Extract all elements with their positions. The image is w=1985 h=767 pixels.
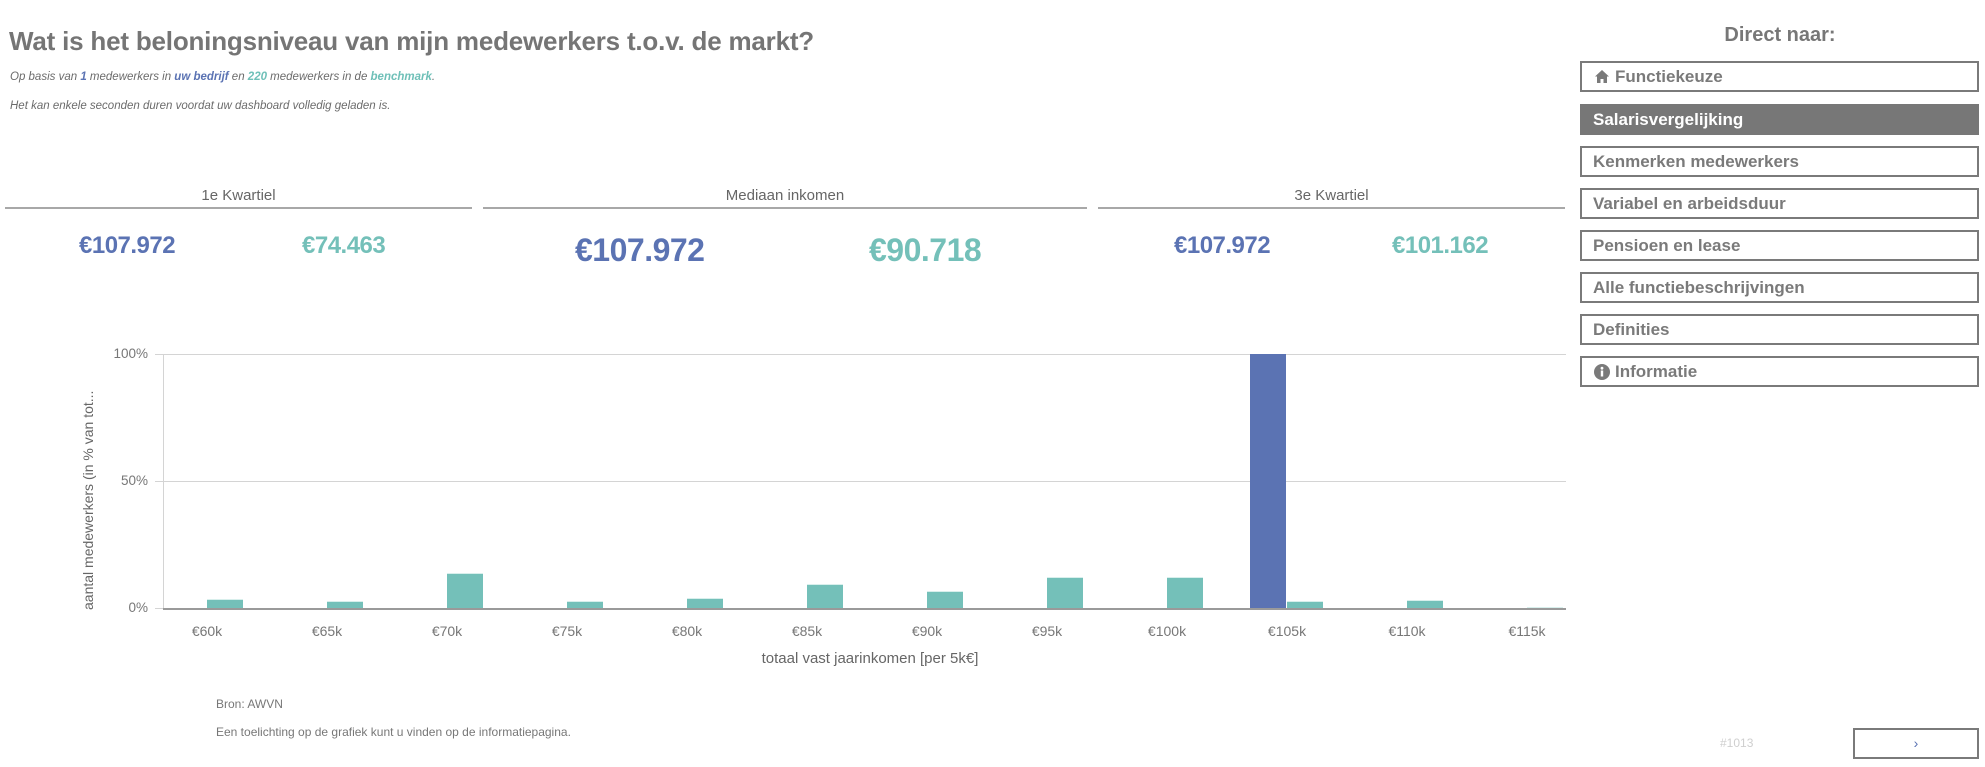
nav-title: Direct naar:	[1724, 24, 1836, 46]
kpi-company-value: €107.972	[575, 232, 705, 268]
company-count: 1	[80, 71, 87, 83]
nav-item-variabel-en-arbeidsduur[interactable]: Variabel en arbeidsduur	[1580, 188, 1979, 219]
benchmark-bar[interactable]	[1167, 577, 1203, 609]
kpi-label: 1e Kwartiel	[201, 187, 276, 204]
source-note: Bron: AWVN	[216, 697, 283, 711]
y-tick-label: 0%	[128, 600, 148, 615]
nav-item-label: Kenmerken medewerkers	[1593, 152, 1800, 171]
kpi-third-quartile: 3e Kwartiel €107.972 €101.162	[1098, 186, 1565, 259]
gridline-100	[163, 354, 1566, 355]
kpi-benchmark-value: €90.718	[869, 232, 982, 268]
nav-item-functiekeuze[interactable]: Functiekeuze	[1580, 61, 1979, 92]
x-axis-label: totaal vast jaarinkomen [per 5k€]	[761, 650, 979, 667]
benchmark-bar[interactable]	[927, 591, 963, 609]
benchmark-bar[interactable]	[567, 601, 603, 609]
x-tick-label: €65k	[311, 623, 343, 639]
info-icon	[1593, 363, 1610, 380]
page-id: #1013	[1720, 736, 1754, 750]
benchmark-bar[interactable]	[687, 597, 723, 609]
summary-text: medewerkers in	[86, 71, 175, 83]
y-axis-label: aantal medewerkers (in % van tot...	[80, 390, 96, 610]
x-tick-label: €95k	[1031, 623, 1063, 639]
x-axis-line	[163, 608, 1566, 610]
summary-text: en	[228, 71, 248, 83]
nav-item-label: Informatie	[1615, 362, 1698, 381]
summary-text: Op basis van	[10, 71, 81, 83]
kpi-median: Mediaan inkomen €107.972 €90.718	[483, 186, 1087, 268]
x-tick-label: €90k	[911, 623, 943, 639]
kpi-first-quartile: 1e Kwartiel €107.972 €74.463	[5, 186, 472, 259]
x-tick-label: €80k	[671, 623, 703, 639]
kpi-label: 3e Kwartiel	[1294, 187, 1369, 204]
home-icon	[1593, 68, 1610, 85]
chevron-right-icon: ›	[1913, 735, 1919, 751]
kpi-company-value: €107.972	[79, 232, 176, 259]
salary-distribution-chart: aantal medewerkers (in % van tot... 100%…	[0, 340, 1580, 670]
x-tick-label: €70k	[431, 623, 463, 639]
divider	[483, 207, 1087, 209]
gridline-50	[163, 481, 1566, 482]
company-label: uw bedrijf	[174, 71, 229, 83]
nav-item-label: Alle functiebeschrijvingen	[1593, 278, 1805, 297]
nav-item-kenmerken-medewerkers[interactable]: Kenmerken medewerkers	[1580, 146, 1979, 177]
loading-note: Het kan enkele seconden duren voordat uw…	[10, 100, 391, 112]
nav-item-label: Variabel en arbeidsduur	[1593, 194, 1786, 213]
kpi-label: Mediaan inkomen	[725, 187, 845, 204]
x-tick-label: €85k	[791, 623, 823, 639]
nav-item-definities[interactable]: Definities	[1580, 314, 1979, 345]
x-tick-label: €60k	[191, 623, 223, 639]
nav-item-alle-functiebeschrijvingen[interactable]: Alle functiebeschrijvingen	[1580, 272, 1979, 303]
nav-item-label: Pensioen en lease	[1593, 236, 1741, 255]
x-tick-label: €105k	[1267, 623, 1307, 639]
summary-text: .	[431, 71, 436, 83]
tick-mark	[155, 354, 163, 355]
divider	[1098, 207, 1565, 209]
y-axis-line	[163, 354, 164, 610]
kpi-benchmark-value: €74.463	[302, 232, 386, 259]
tick-mark	[155, 481, 163, 482]
benchmark-bar[interactable]	[207, 598, 243, 609]
benchmark-bar[interactable]	[1287, 601, 1323, 609]
benchmark-bar[interactable]	[447, 573, 483, 609]
nav-item-label: Salarisvergelijking	[1593, 110, 1744, 129]
benchmark-bar[interactable]	[807, 583, 843, 609]
kpi-benchmark-value: €101.162	[1392, 232, 1489, 259]
company-bar[interactable]	[1250, 354, 1286, 609]
nav-item-pensioen-en-lease[interactable]: Pensioen en lease	[1580, 230, 1979, 261]
benchmark-bar[interactable]	[1047, 577, 1083, 609]
benchmark-bar[interactable]	[327, 601, 363, 609]
chart-explanation-note: Een toelichting op de grafiek kunt u vin…	[216, 725, 571, 739]
y-tick-label: 50%	[120, 473, 148, 488]
x-tick-label: €115k	[1508, 623, 1546, 639]
benchmark-label: benchmark	[370, 71, 432, 83]
kpi-company-value: €107.972	[1174, 232, 1271, 259]
divider	[5, 207, 472, 209]
tick-mark	[155, 608, 163, 609]
y-tick-label: 100%	[113, 346, 148, 361]
page-title: Wat is het beloningsniveau van mijn mede…	[9, 26, 814, 56]
nav-item-informatie[interactable]: Informatie	[1580, 356, 1979, 387]
benchmark-count: 220	[247, 71, 267, 83]
nav-item-salarisvergelijking[interactable]: Salarisvergelijking	[1580, 104, 1979, 135]
x-tick-label: €100k	[1147, 623, 1187, 639]
summary-text: medewerkers in de	[266, 71, 371, 83]
x-tick-label: €110k	[1388, 623, 1426, 639]
nav-item-label: Functiekeuze	[1615, 67, 1723, 86]
next-page-button[interactable]: ›	[1853, 728, 1979, 759]
benchmark-bar[interactable]	[1407, 600, 1443, 609]
employee-count-summary: Op basis van 1 medewerkers in uw bedrijf…	[10, 71, 435, 83]
nav-item-label: Definities	[1593, 320, 1670, 339]
x-tick-label: €75k	[551, 623, 583, 639]
